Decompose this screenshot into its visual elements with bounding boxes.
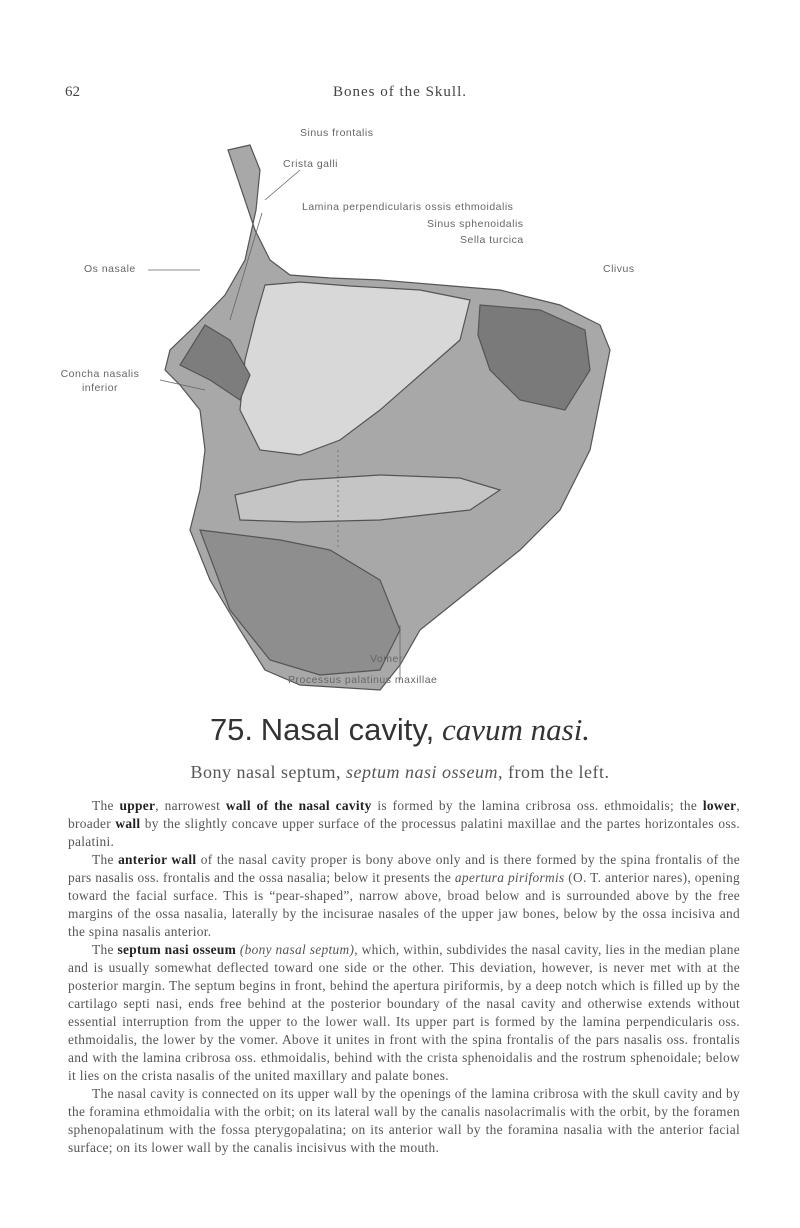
figure-label: Concha nasalis inferior — [60, 368, 140, 394]
caption-title: 75. Nasal cavity, cavum nasi. — [0, 712, 800, 748]
caption-latin: cavum nasi. — [441, 712, 591, 747]
figure-label: Vomer — [370, 653, 403, 665]
text-run: wall — [115, 816, 141, 831]
text-run: upper — [119, 798, 156, 813]
caption-subtitle: Bony nasal septum, septum nasi osseum, f… — [0, 762, 800, 783]
figure-label: Lamina perpendicularis ossis ethmoidalis — [302, 201, 514, 213]
page-number: 62 — [65, 84, 80, 100]
text-run: (O. T. anterior nares), opening toward t… — [68, 870, 740, 939]
figure-label: Sinus sphenoidalis — [427, 218, 524, 230]
text-run: The — [92, 942, 118, 957]
text-run: of the nasal cavity proper is bony above… — [68, 852, 740, 885]
subtitle-run: from the left. — [503, 762, 610, 782]
text-run: The — [92, 798, 120, 813]
subtitle-run: septum nasi osseum, — [346, 762, 504, 782]
text-run: , which, within, subdivides the nasal ca… — [68, 942, 741, 1083]
text-run: (bony nasal septum) — [239, 942, 355, 957]
figure-label: Clivus — [603, 263, 635, 275]
paragraph: The anterior wall of the nasal cavity pr… — [68, 851, 740, 941]
text-run: septum nasi osseum — [117, 942, 237, 957]
text-run: is formed by the lamina cribrosa oss. et… — [371, 798, 703, 813]
text-run: apertura piriformis — [454, 870, 565, 885]
caption-title-text: Nasal cavity, — [260, 712, 435, 747]
figure-label: Os nasale — [84, 263, 136, 275]
paragraph: The septum nasi osseum (bony nasal septu… — [68, 941, 740, 1085]
figure-label: Crista galli — [283, 158, 339, 170]
text-run: lower — [702, 798, 737, 813]
illustration — [148, 144, 611, 691]
text-run: by the slightly concave upper surface of… — [68, 816, 740, 849]
text-run: The — [92, 852, 119, 867]
paragraph: The upper, narrowest wall of the nasal c… — [68, 797, 740, 851]
body-text: The upper, narrowest wall of the nasal c… — [68, 797, 740, 1157]
running-title: Bones of the Skull. — [333, 84, 467, 100]
text-run: The nasal cavity is connected on its upp… — [68, 1086, 740, 1155]
text-run: , narrowest — [155, 798, 226, 813]
figure-label: Sinus frontalis — [300, 127, 374, 139]
figure-number: 75. — [209, 712, 254, 747]
text-run: , broader — [68, 798, 740, 831]
figure-label: Sella turcica — [460, 234, 524, 246]
text-run: anterior wall — [118, 852, 197, 867]
subtitle-run: Bony nasal septum, — [190, 762, 347, 782]
paragraph: The nasal cavity is connected on its upp… — [68, 1085, 740, 1157]
text-run: wall of the nasal cavity — [225, 798, 372, 813]
figure-label: Processus palatinus maxillae — [288, 674, 438, 686]
